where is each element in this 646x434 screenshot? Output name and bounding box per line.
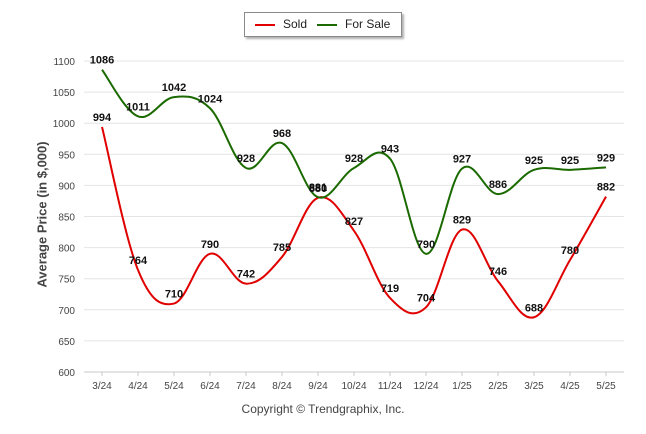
x-axis: 3/24 4/24 5/24 6/24 7/24 8/24 9/24 10/24 11/24 12… xyxy=(92,372,616,392)
data-point-for-sale[interactable] xyxy=(532,168,536,172)
x-tick-label: 2/25 xyxy=(488,381,508,392)
data-point-for-sale[interactable] xyxy=(352,166,356,170)
data-point-sold[interactable] xyxy=(352,229,356,233)
series-line-for-sale xyxy=(101,69,607,255)
x-tick-label: 12/24 xyxy=(413,381,438,392)
y-axis: 600 650 700 750 800 850 900 950 1000 1050 1100 xyxy=(53,57,76,379)
data-point-for-sale[interactable] xyxy=(316,195,320,199)
data-point-for-sale[interactable] xyxy=(208,106,212,110)
series-lines xyxy=(100,68,608,319)
data-label-for-sale: 790 xyxy=(417,239,435,251)
data-point-sold[interactable] xyxy=(388,296,392,300)
data-label-for-sale: 925 xyxy=(525,155,543,167)
x-tick-label: 4/24 xyxy=(128,381,148,392)
x-tick-label: 3/24 xyxy=(92,381,112,392)
x-tick-label: 5/24 xyxy=(164,381,184,392)
data-point-sold[interactable] xyxy=(568,258,572,262)
data-label-sold: 742 xyxy=(237,269,255,281)
x-tick-label: 6/24 xyxy=(200,381,220,392)
data-label-sold: 880 xyxy=(309,183,327,195)
y-tick-label: 1100 xyxy=(53,57,75,68)
data-point-for-sale[interactable] xyxy=(100,68,104,72)
x-tick-label: 9/24 xyxy=(308,381,328,392)
data-label-sold: 719 xyxy=(381,283,399,295)
y-tick-label: 1050 xyxy=(53,88,76,99)
data-point-for-sale[interactable] xyxy=(496,192,500,196)
data-point-sold[interactable] xyxy=(496,279,500,283)
data-point-for-sale[interactable] xyxy=(172,95,176,99)
data-label-for-sale: 925 xyxy=(561,155,579,167)
data-point-sold[interactable] xyxy=(208,252,212,256)
legend-label-sold: Sold xyxy=(283,17,308,31)
y-tick-label: 900 xyxy=(58,181,75,192)
data-label-sold: 780 xyxy=(561,245,579,257)
data-label-sold: 785 xyxy=(273,242,291,254)
y-tick-label: 950 xyxy=(58,150,75,161)
data-label-for-sale: 943 xyxy=(381,144,399,156)
data-label-for-sale: 1086 xyxy=(90,55,114,67)
data-point-for-sale[interactable] xyxy=(604,165,608,169)
data-point-for-sale[interactable] xyxy=(388,157,392,161)
legend-label-for-sale: For Sale xyxy=(345,17,391,31)
y-tick-label: 750 xyxy=(58,275,75,286)
data-label-sold: 746 xyxy=(489,266,507,278)
data-label-sold: 710 xyxy=(165,289,183,301)
data-point-sold[interactable] xyxy=(460,228,464,232)
x-tick-label: 5/25 xyxy=(596,381,616,392)
legend-swatch-sold xyxy=(255,24,275,26)
data-label-sold: 827 xyxy=(345,216,363,228)
series-line-sold xyxy=(101,126,607,319)
y-tick-label: 700 xyxy=(58,306,75,317)
copyright-footer: Copyright © Trendgraphix, Inc. xyxy=(241,402,405,416)
x-tick-label: 4/25 xyxy=(560,381,580,392)
data-point-for-sale[interactable] xyxy=(460,167,464,171)
data-label-sold: 764 xyxy=(129,255,148,267)
data-label-for-sale: 928 xyxy=(237,153,255,165)
data-point-for-sale[interactable] xyxy=(244,166,248,170)
data-point-sold[interactable] xyxy=(604,195,608,199)
data-label-for-sale: 1011 xyxy=(126,101,150,113)
x-tick-label: 11/24 xyxy=(378,381,403,392)
y-axis-label: Average Price (in $,000) xyxy=(34,141,50,288)
data-point-sold[interactable] xyxy=(136,268,140,272)
data-labels: 994 764 710 790 742 785 880 827 719 704 829 746 688 7… xyxy=(90,55,615,315)
data-point-for-sale[interactable] xyxy=(424,252,428,256)
data-label-sold: 704 xyxy=(417,292,436,304)
y-tick-label: 650 xyxy=(58,337,75,348)
data-label-sold: 994 xyxy=(93,112,112,124)
data-label-for-sale: 929 xyxy=(597,152,615,164)
data-label-sold: 882 xyxy=(597,182,615,194)
data-point-for-sale[interactable] xyxy=(136,114,140,118)
legend-swatch-for-sale xyxy=(317,24,337,26)
x-tick-label: 3/25 xyxy=(524,381,544,392)
data-label-for-sale: 886 xyxy=(489,179,507,191)
x-tick-label: 7/24 xyxy=(236,381,256,392)
legend: Sold For Sale xyxy=(244,12,402,37)
y-tick-label: 600 xyxy=(58,368,75,379)
data-point-for-sale[interactable] xyxy=(568,168,572,172)
data-label-for-sale: 1024 xyxy=(198,93,223,105)
data-label-for-sale: 928 xyxy=(345,153,363,165)
data-point-for-sale[interactable] xyxy=(280,141,284,145)
y-tick-label: 800 xyxy=(58,244,75,255)
y-tick-label: 850 xyxy=(58,213,75,224)
y-tick-label: 1000 xyxy=(53,119,76,130)
data-label-sold: 790 xyxy=(201,239,219,251)
data-point-sold[interactable] xyxy=(424,305,428,309)
data-point-sold[interactable] xyxy=(532,315,536,319)
x-tick-label: 1/25 xyxy=(452,381,472,392)
data-label-sold: 688 xyxy=(525,302,543,314)
x-tick-label: 8/24 xyxy=(272,381,292,392)
data-label-for-sale: 1042 xyxy=(162,82,186,94)
data-label-for-sale: 968 xyxy=(273,128,291,140)
data-point-sold[interactable] xyxy=(244,282,248,286)
data-label-for-sale: 881 xyxy=(309,182,327,194)
x-tick-label: 10/24 xyxy=(341,381,366,392)
data-point-sold[interactable] xyxy=(172,302,176,306)
data-point-sold[interactable] xyxy=(100,125,104,129)
data-label-for-sale: 927 xyxy=(453,154,471,166)
data-point-sold[interactable] xyxy=(280,255,284,259)
data-label-sold: 829 xyxy=(453,215,471,227)
